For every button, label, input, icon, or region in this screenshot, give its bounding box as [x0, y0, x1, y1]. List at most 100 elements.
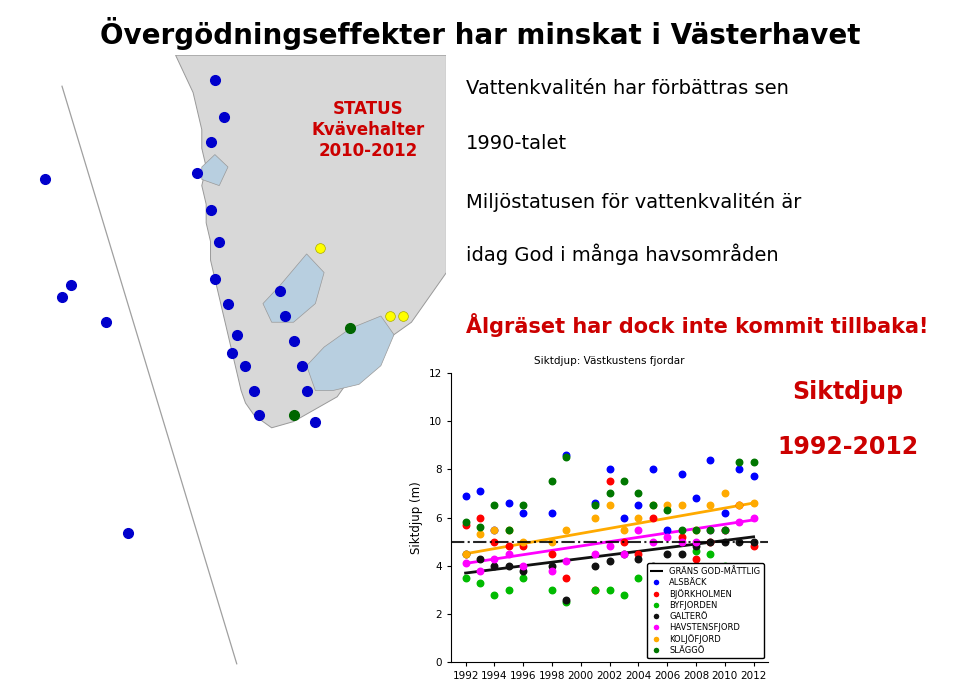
Y-axis label: Siktdjup (m): Siktdjup (m) [410, 481, 423, 554]
Point [544, 476, 560, 487]
Legend: GRÄNS GOD-MÅTTLIG, ALSBÄCK, BJÖRKHOLMEN, BYFJORDEN, GALTERÖ, HAVSTENSFJORD, KOLJ: GRÄNS GOD-MÅTTLIG, ALSBÄCK, BJÖRKHOLMEN,… [647, 563, 764, 658]
Point [458, 548, 473, 559]
Text: idag God i många havsområden: idag God i många havsområden [467, 244, 779, 265]
Point [472, 512, 488, 523]
Point [501, 524, 516, 535]
Polygon shape [263, 254, 324, 322]
Point [631, 524, 646, 535]
Point [487, 524, 502, 535]
Point [602, 488, 617, 499]
Point [501, 584, 516, 595]
Point [746, 457, 761, 468]
Point [487, 560, 502, 571]
Point [588, 560, 603, 571]
Point [746, 565, 761, 576]
Point [544, 536, 560, 547]
Point [674, 536, 689, 547]
Point [674, 500, 689, 511]
Point [732, 517, 747, 528]
Point [472, 529, 488, 540]
Point [616, 589, 632, 600]
Polygon shape [306, 316, 394, 391]
Point [616, 548, 632, 559]
Text: Ålgräset har dock inte kommit tillbaka!: Ålgräset har dock inte kommit tillbaka! [467, 313, 928, 337]
Point [645, 536, 660, 547]
Point [501, 560, 516, 571]
Point [674, 469, 689, 480]
Point [458, 491, 473, 502]
Point [631, 512, 646, 523]
Point [472, 553, 488, 564]
Point [703, 524, 718, 535]
Point [746, 512, 761, 523]
Point [487, 536, 502, 547]
Point [660, 573, 675, 584]
Point [559, 449, 574, 460]
Point [660, 500, 675, 511]
Point [674, 531, 689, 542]
Point [631, 573, 646, 584]
Point [588, 584, 603, 595]
Point [544, 584, 560, 595]
Point [688, 524, 704, 535]
Point [458, 517, 473, 528]
Point [472, 577, 488, 588]
Point [645, 512, 660, 523]
Point [703, 500, 718, 511]
Point [559, 573, 574, 584]
Point [631, 488, 646, 499]
Point [559, 596, 574, 608]
Point [458, 558, 473, 569]
Point [559, 555, 574, 566]
Point [645, 500, 660, 511]
Point [717, 524, 732, 535]
Point [746, 497, 761, 509]
Point [688, 541, 704, 552]
Point [732, 500, 747, 511]
Point [501, 548, 516, 559]
Point [616, 524, 632, 535]
Point [487, 524, 502, 535]
Point [631, 500, 646, 511]
Point [516, 536, 531, 547]
Point [703, 536, 718, 547]
Point [559, 594, 574, 605]
Point [616, 476, 632, 487]
Point [660, 524, 675, 535]
Point [688, 546, 704, 557]
Point [602, 541, 617, 552]
Point [487, 553, 502, 564]
Point [516, 507, 531, 518]
Point [703, 524, 718, 535]
Point [717, 524, 732, 535]
Point [487, 500, 502, 511]
Point [472, 486, 488, 497]
Point [544, 565, 560, 576]
Point [717, 560, 732, 571]
Point [544, 560, 560, 571]
Point [660, 573, 675, 584]
Point [602, 464, 617, 475]
Point [645, 500, 660, 511]
Point [717, 536, 732, 547]
Point [732, 464, 747, 475]
Point [616, 548, 632, 559]
Point [688, 524, 704, 535]
Point [516, 500, 531, 511]
Point [602, 555, 617, 566]
Point [660, 548, 675, 559]
Point [674, 584, 689, 595]
Text: Siktdjup

1992-2012: Siktdjup 1992-2012 [778, 380, 919, 459]
Text: Övergödningseffekter har minskat i Västerhavet: Övergödningseffekter har minskat i Väste… [100, 17, 860, 50]
Point [516, 560, 531, 571]
Title: Siktdjup: Västkustens fjordar: Siktdjup: Västkustens fjordar [535, 356, 684, 366]
Point [746, 541, 761, 552]
Point [501, 497, 516, 509]
Point [516, 573, 531, 584]
Point [717, 488, 732, 499]
Point [645, 464, 660, 475]
Point [588, 497, 603, 509]
Point [472, 565, 488, 576]
Point [732, 457, 747, 468]
Point [458, 548, 473, 559]
